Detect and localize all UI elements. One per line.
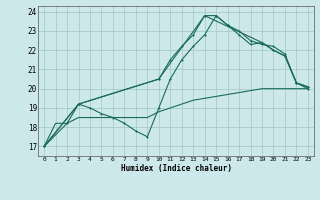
X-axis label: Humidex (Indice chaleur): Humidex (Indice chaleur): [121, 164, 231, 173]
